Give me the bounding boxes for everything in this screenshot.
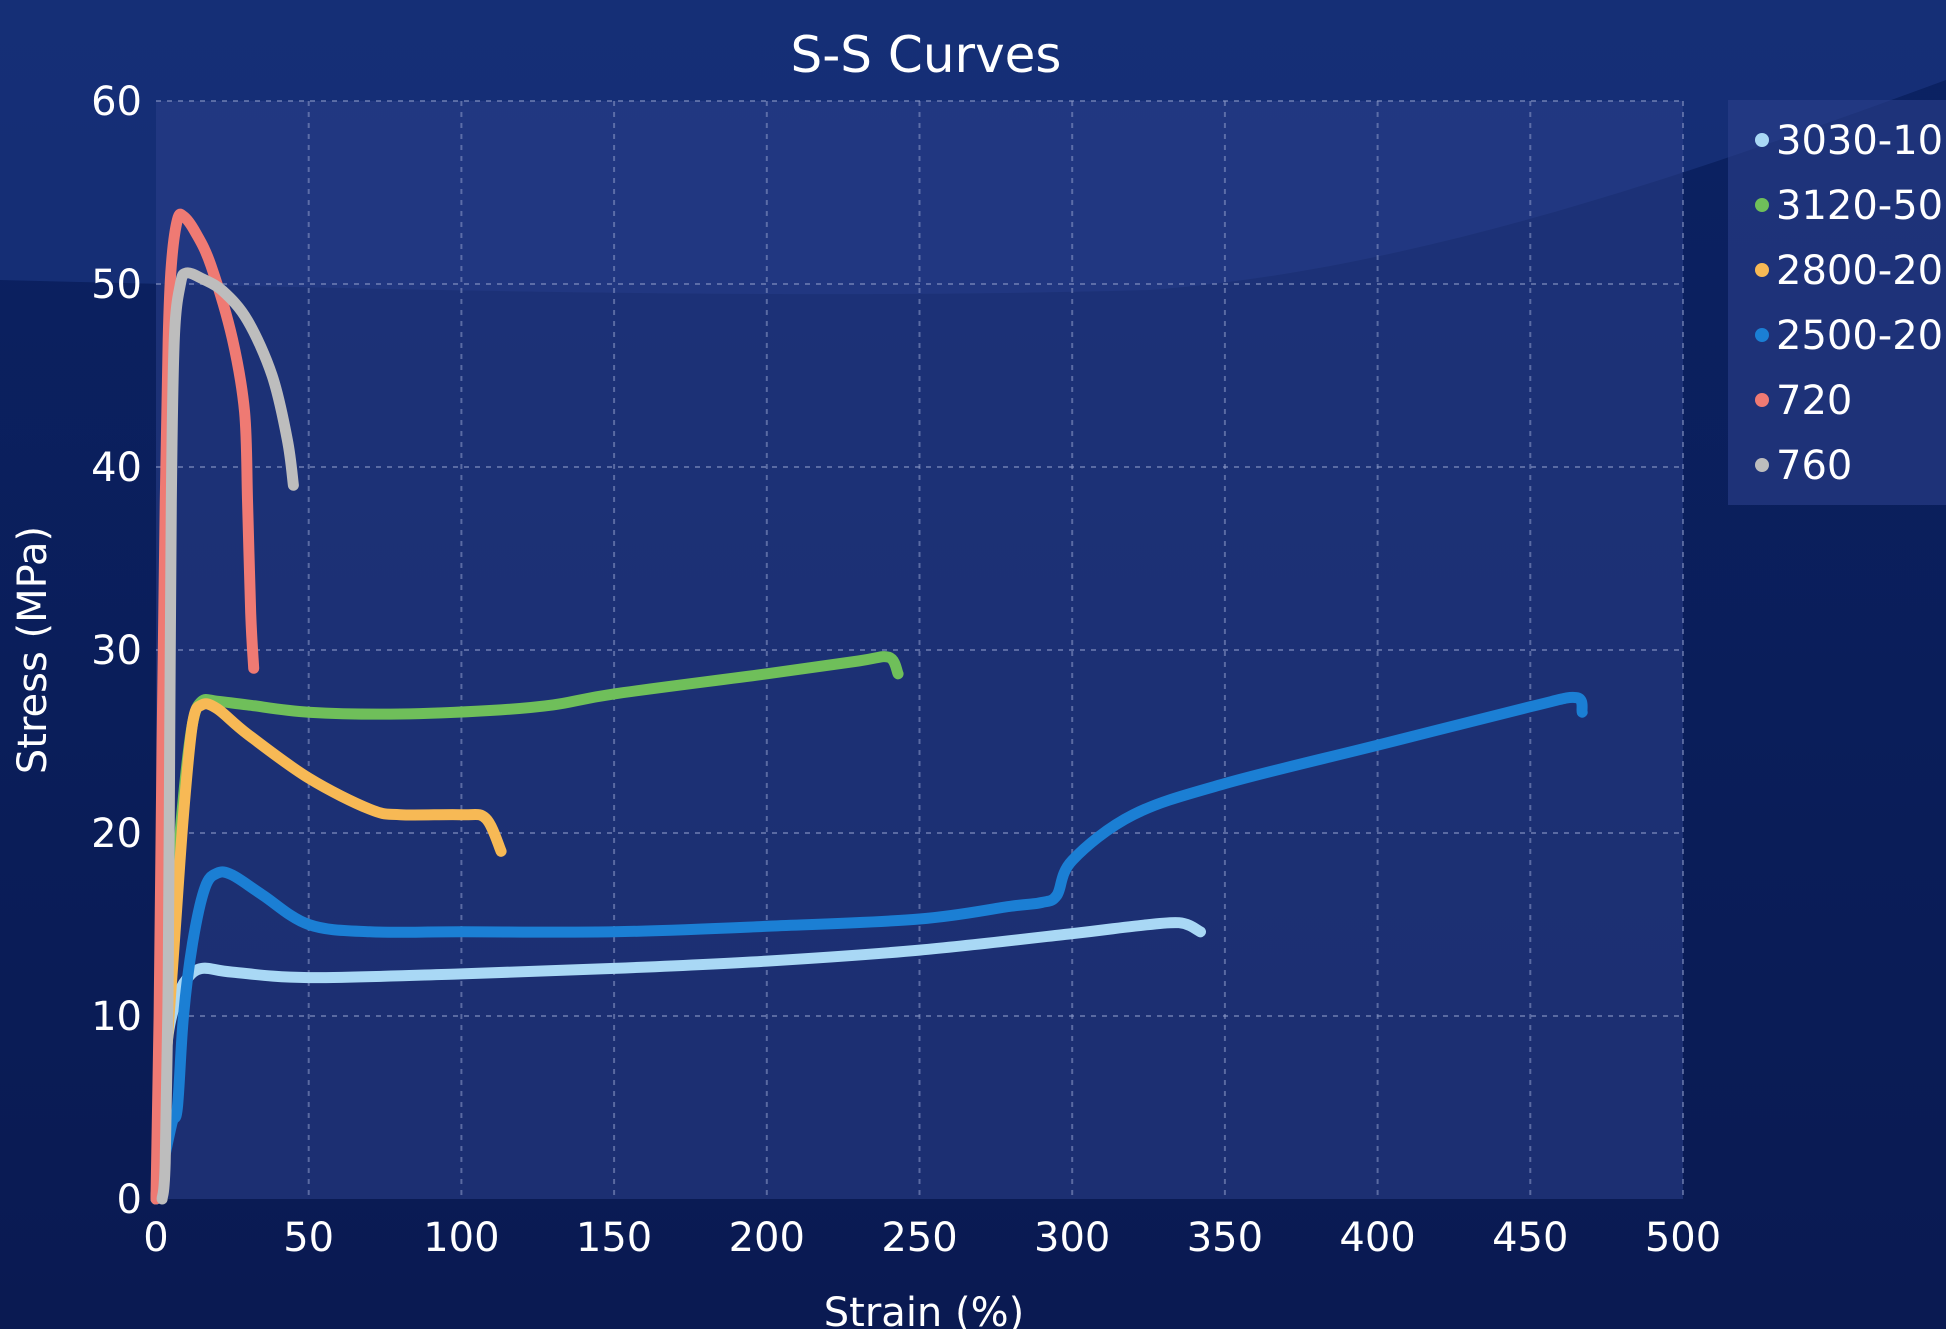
- legend-marker-760: [1755, 458, 1769, 472]
- y-tick-label: 30: [91, 628, 142, 674]
- series-layer: [150, 208, 1588, 1205]
- series-line-760: [156, 267, 299, 1205]
- legend-marker-3120-50: [1755, 198, 1769, 212]
- y-tick-labels: 0 10 20 30 40 50 60: [91, 79, 142, 1223]
- x-tick-labels: 0 50 100 150 200 250 300 350 400 450 500: [143, 1215, 1721, 1261]
- x-tick-label: 450: [1492, 1215, 1568, 1261]
- x-tick-label: 500: [1645, 1215, 1721, 1261]
- x-tick-label: 0: [143, 1215, 168, 1261]
- x-tick-label: 400: [1339, 1215, 1415, 1261]
- legend-label-2800-20: 2800-20: [1776, 248, 1943, 294]
- x-tick-label: 250: [881, 1215, 957, 1261]
- y-tick-label: 0: [117, 1177, 142, 1223]
- legend-marker-720: [1755, 393, 1769, 407]
- legend-label-3030-10: 3030-10: [1776, 118, 1943, 164]
- chart-title: S-S Curves: [791, 26, 1062, 84]
- x-tick-label: 300: [1034, 1215, 1110, 1261]
- x-tick-label: 150: [576, 1215, 652, 1261]
- series-line-2500-20: [150, 691, 1588, 1205]
- x-tick-label: 350: [1187, 1215, 1263, 1261]
- y-axis-title: Stress (MPa): [10, 526, 56, 774]
- series-line-720: [150, 208, 260, 1205]
- legend-label-2500-20: 2500-20: [1776, 313, 1943, 359]
- y-tick-label: 40: [91, 445, 142, 491]
- grid: [156, 100, 1684, 1199]
- legend-label-3120-50: 3120-50: [1776, 183, 1943, 229]
- x-tick-label: 50: [283, 1215, 334, 1261]
- legend-marker-2800-20: [1755, 263, 1769, 277]
- legend-marker-2500-20: [1755, 328, 1769, 342]
- x-axis-title: Strain (%): [824, 1290, 1024, 1329]
- legend-box: [1728, 100, 1946, 505]
- y-tick-label: 60: [91, 79, 142, 125]
- y-tick-label: 50: [91, 262, 142, 308]
- x-tick-label: 100: [423, 1215, 499, 1261]
- y-tick-label: 20: [91, 811, 142, 857]
- legend-items: 3030-10 3120-50 2800-20 2500-20 720 760: [1755, 118, 1943, 489]
- legend-label-760: 760: [1776, 443, 1852, 489]
- x-tick-label: 200: [729, 1215, 805, 1261]
- legend-label-720: 720: [1776, 378, 1852, 424]
- legend-marker-3030-10: [1755, 133, 1769, 147]
- legend: 3030-10 3120-50 2800-20 2500-20 720 760: [1728, 100, 1946, 505]
- y-tick-label: 10: [91, 994, 142, 1040]
